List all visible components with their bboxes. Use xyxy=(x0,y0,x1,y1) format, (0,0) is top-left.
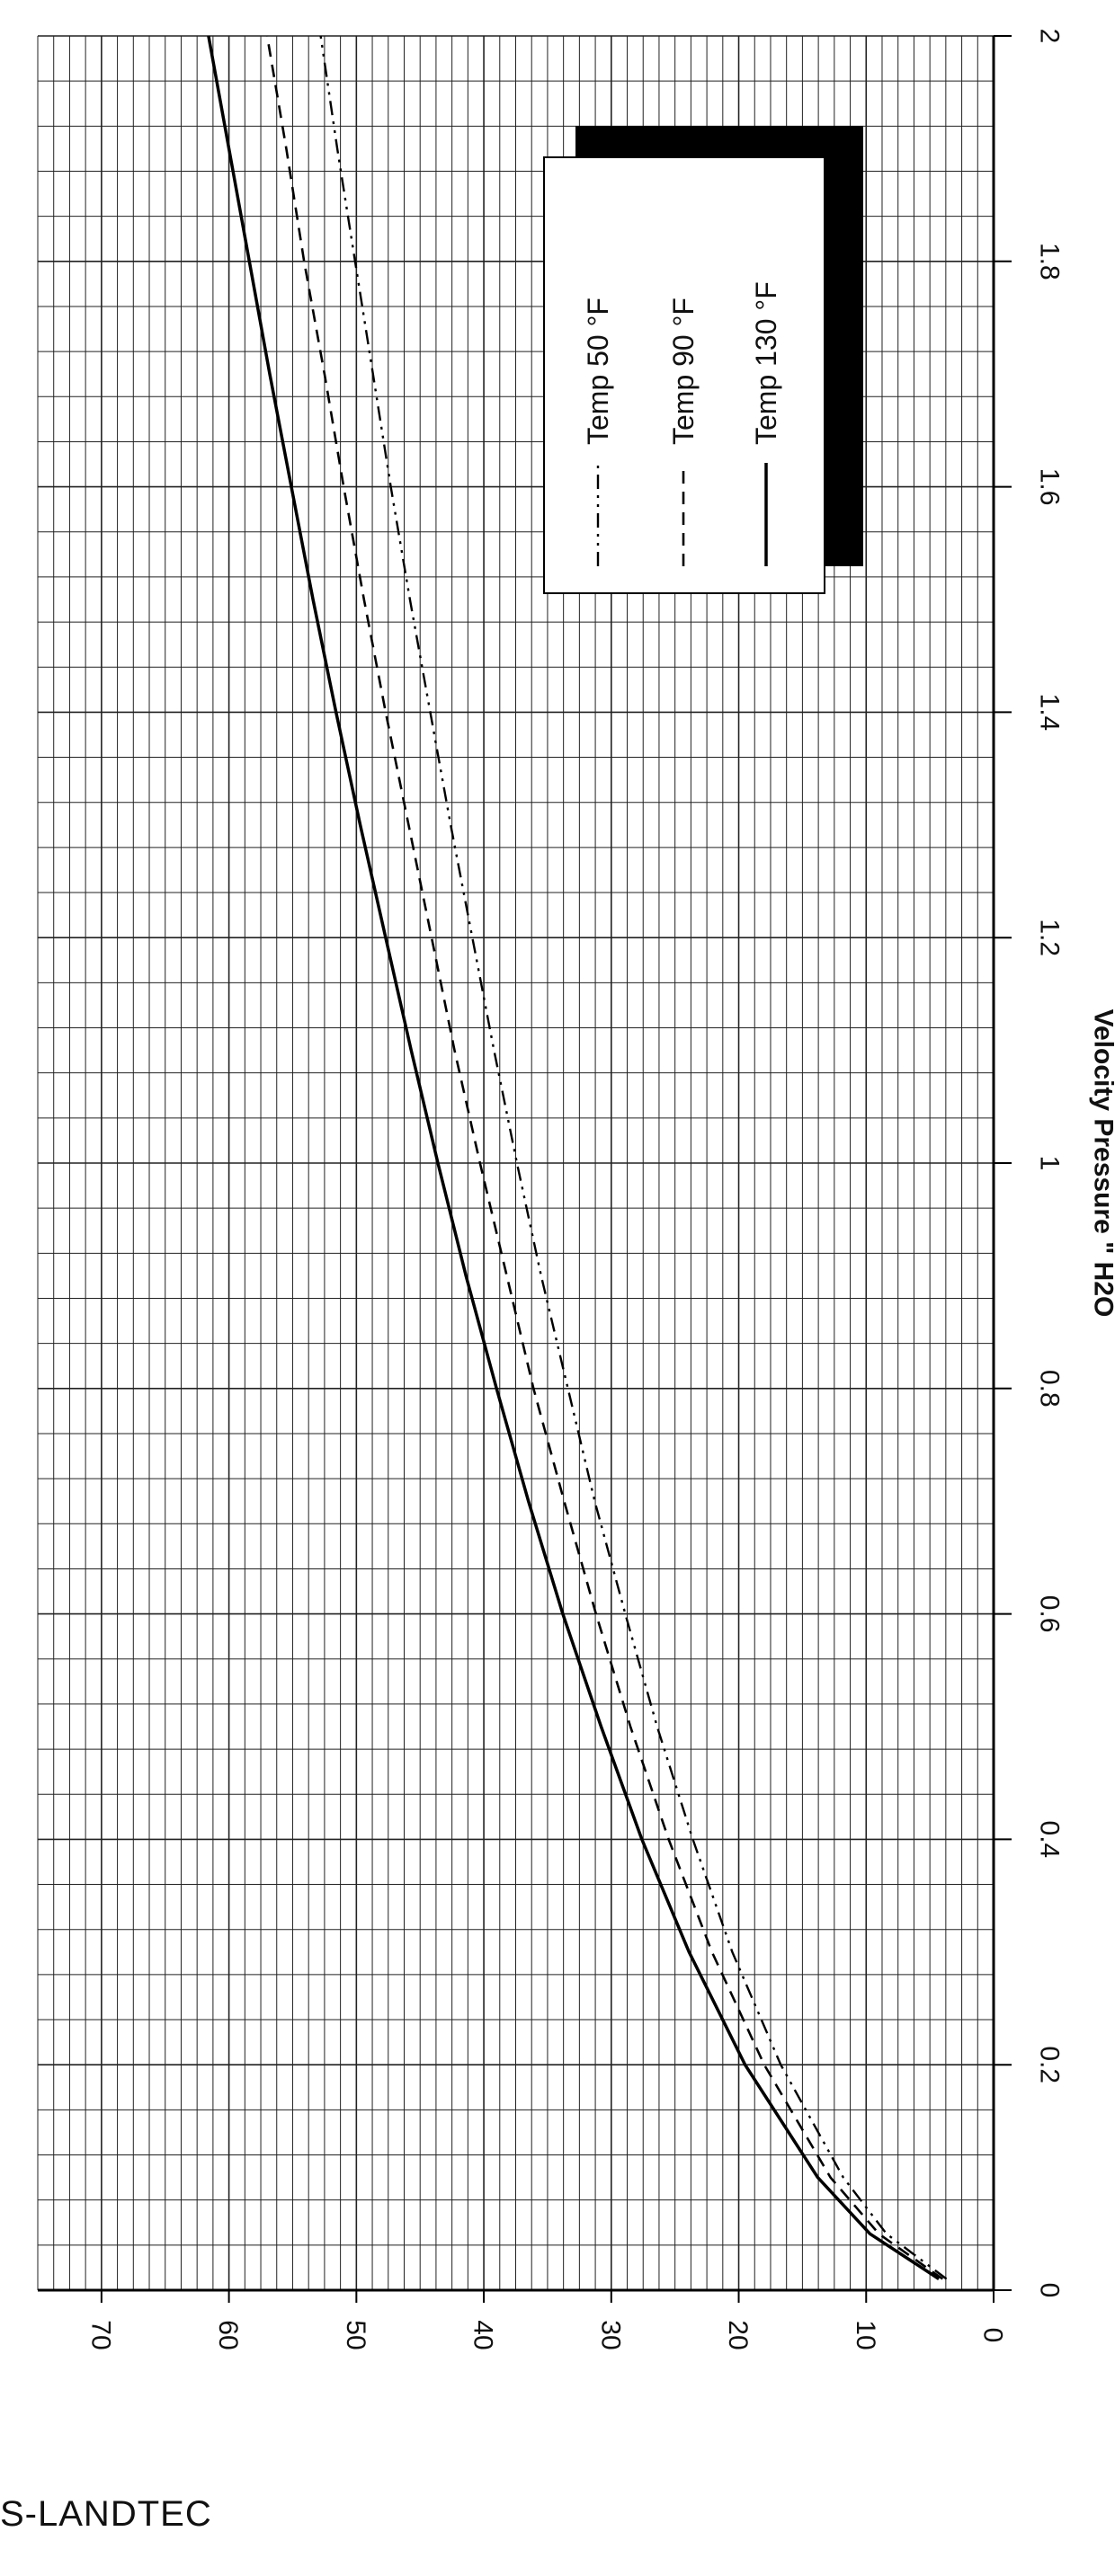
legend-label-3: Temp 130 °F xyxy=(750,281,782,445)
x-tick-label: 0 xyxy=(1035,2283,1065,2298)
x-tick-label: 0.8 xyxy=(1035,1370,1065,1408)
y-tick-label: 70 xyxy=(85,2320,115,2349)
legend: Temp 50 °F Temp 90 °F Temp 130 °F xyxy=(543,126,863,594)
y-tick-label: 30 xyxy=(595,2320,625,2349)
x-tick-label: 1.2 xyxy=(1035,919,1065,956)
x-tick-label: 1.6 xyxy=(1035,468,1065,506)
x-tick-label: 1.4 xyxy=(1035,694,1065,732)
x-tick-label: 0.6 xyxy=(1035,1595,1065,1633)
y-tick-label: 60 xyxy=(213,2320,243,2349)
y-tick-label: 50 xyxy=(341,2320,370,2349)
footer-text: S-LANDTEC xyxy=(0,2494,212,2534)
x-axis-title: Velocity Pressure " H2O xyxy=(1089,1009,1115,1318)
x-axis-ticks: 0 0.2 0.4 0.6 0.8 1 1.2 1.4 1.6 1.8 2 xyxy=(994,29,1065,2298)
y-axis-ticks: 0 10 20 30 40 50 60 70 xyxy=(85,2290,1008,2350)
x-tick-label: 0.2 xyxy=(1035,2046,1065,2083)
x-tick-label: 2 xyxy=(1035,29,1065,44)
x-tick-label: 0.4 xyxy=(1035,1821,1065,1859)
legend-label-2: Temp 90 °F xyxy=(667,298,700,445)
axis-titles: Velocity Pressure " H2O xyxy=(1089,1009,1115,1318)
legend-label-1: Temp 50 °F xyxy=(582,298,614,445)
y-tick-label: 0 xyxy=(978,2328,1008,2343)
chart-series xyxy=(207,35,948,2280)
y-tick-label: 40 xyxy=(468,2320,498,2349)
y-tick-label: 10 xyxy=(851,2320,880,2349)
series-line-3 xyxy=(207,35,941,2280)
x-tick-label: 1 xyxy=(1035,1156,1065,1171)
x-tick-label: 1.8 xyxy=(1035,243,1065,280)
y-tick-label: 20 xyxy=(723,2320,753,2349)
